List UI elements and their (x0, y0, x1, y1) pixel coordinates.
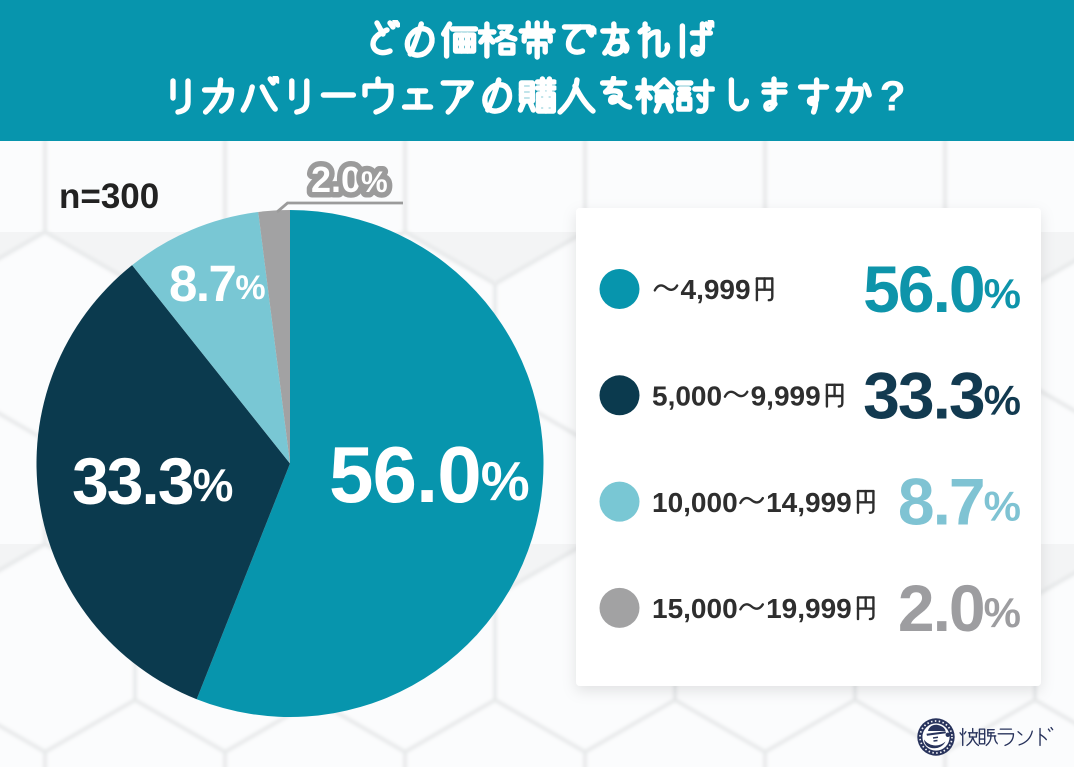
svg-text:2.0%: 2.0% (898, 571, 1021, 645)
svg-text:?: ? (879, 72, 905, 120)
svg-text:5,000: 5,000 (652, 381, 722, 412)
svg-text:4,999: 4,999 (681, 274, 751, 305)
svg-text:19,999: 19,999 (766, 593, 852, 624)
svg-text:n=300: n=300 (59, 177, 159, 216)
svg-text:33.3%: 33.3% (72, 444, 232, 518)
svg-text:14,999: 14,999 (766, 487, 852, 518)
svg-text:9,999: 9,999 (751, 381, 821, 412)
svg-text:10,000: 10,000 (652, 487, 738, 518)
svg-text:15,000: 15,000 (652, 593, 738, 624)
svg-text:2.0%: 2.0% (311, 159, 388, 200)
